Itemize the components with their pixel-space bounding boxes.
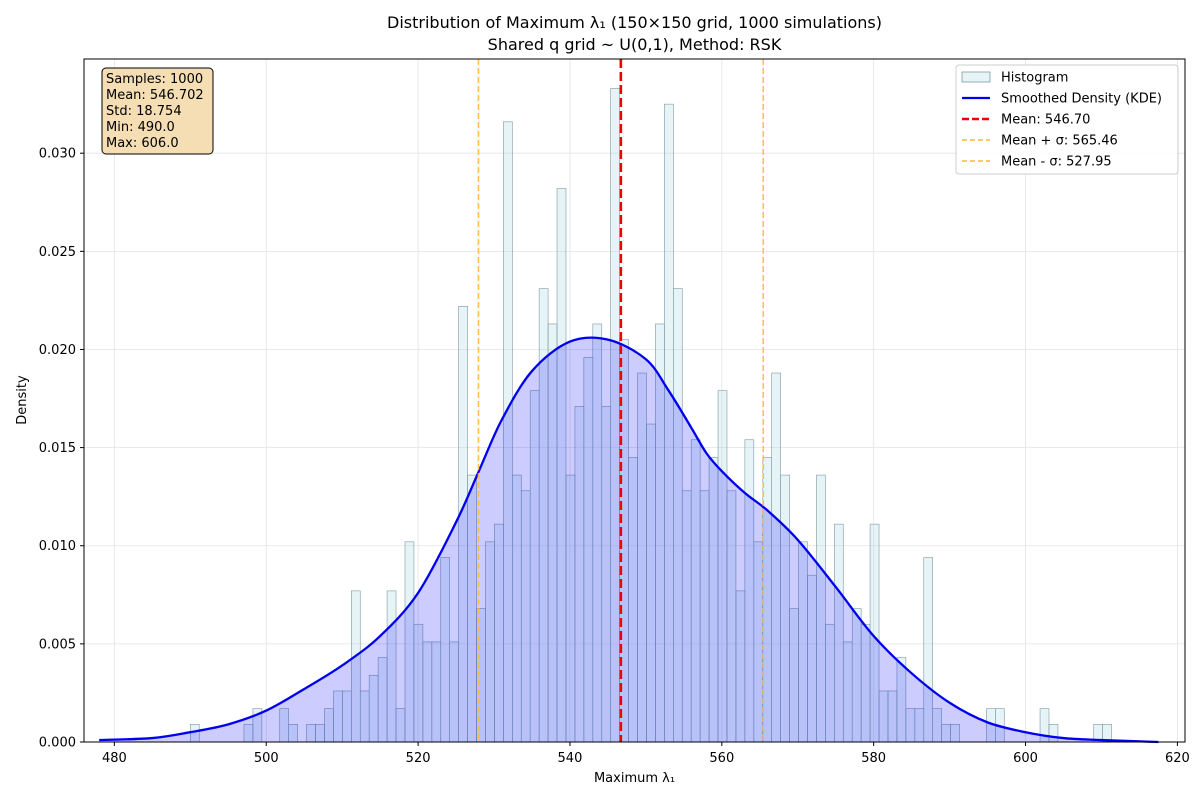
y-tick-label: 0.005 (39, 637, 76, 652)
legend-item-kde: Smoothed Density (KDE) (962, 92, 1162, 107)
stats-line: Std: 18.754 (106, 104, 182, 119)
stats-line: Max: 606.0 (106, 136, 179, 151)
legend-label: Mean + σ: 565.46 (1001, 134, 1118, 149)
x-tick-label: 600 (1013, 751, 1038, 766)
y-tick-label: 0.020 (39, 343, 76, 358)
legend-label: Smoothed Density (KDE) (1001, 92, 1162, 107)
x-tick-label: 500 (254, 751, 279, 766)
legend-item-mean-plus-sigma: Mean + σ: 565.46 (962, 134, 1118, 149)
x-tick-label: 520 (406, 751, 431, 766)
y-tick-label: 0.030 (39, 147, 76, 162)
kde-fill-area (99, 337, 1159, 742)
x-tick-label: 580 (861, 751, 886, 766)
legend-label: Mean - σ: 527.95 (1001, 155, 1112, 170)
x-tick-label: 540 (558, 751, 583, 766)
plot-area: 480 500 520 540 560 580 600 620 0.000 0.005 0.010 0… (39, 58, 1190, 766)
legend-swatch (961, 71, 991, 83)
legend-item-mean: Mean: 546.70 (962, 113, 1090, 128)
y-tick-label: 0.025 (39, 245, 76, 260)
y-tick-label: 0.015 (39, 441, 76, 456)
legend-label: Mean: 546.70 (1001, 113, 1090, 128)
y-tick-label: 0.000 (39, 736, 76, 751)
kde-curve (99, 336, 1159, 744)
x-tick-label: 480 (102, 751, 127, 766)
legend-box (955, 64, 1179, 175)
axes-frame (83, 58, 1186, 743)
chart-title: Distribution of Maximum λ₁ (150×150 grid… (387, 13, 882, 32)
y-axis-label: Density (15, 375, 30, 425)
legend-item-histogram: Histogram (961, 71, 1068, 86)
stats-line: Samples: 1000 (106, 72, 203, 87)
legend-item-mean-minus-sigma: Mean - σ: 527.95 (962, 155, 1112, 170)
x-axis-label: Maximum λ₁ (594, 771, 675, 786)
stats-box-background (101, 67, 214, 155)
x-tick-label: 560 (709, 751, 734, 766)
y-tick-label: 0.010 (39, 539, 76, 554)
legend: Histogram Smoothed Density (KDE) Mean: 546… (955, 64, 1179, 175)
stats-line: Mean: 546.702 (106, 88, 204, 103)
chart-subtitle: Shared q grid ~ U(0,1), Method: RSK (488, 35, 782, 54)
x-tick-label: 620 (1165, 751, 1190, 766)
stats-line: Min: 490.0 (106, 120, 175, 135)
legend-label: Histogram (1001, 71, 1068, 86)
